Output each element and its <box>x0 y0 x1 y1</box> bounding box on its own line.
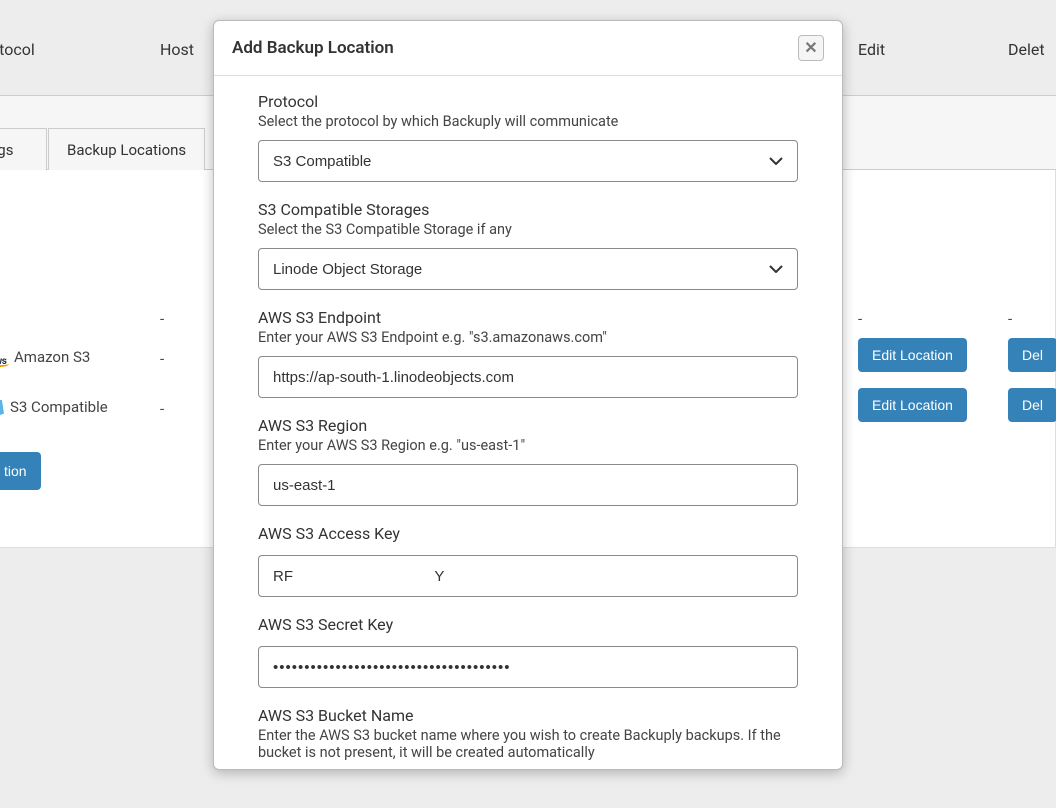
bucket-help: Enter the AWS S3 bucket name where you w… <box>258 727 798 761</box>
region-label: AWS S3 Region <box>258 416 798 435</box>
close-icon: ✕ <box>804 38 817 58</box>
endpoint-label: AWS S3 Endpoint <box>258 308 798 327</box>
protocol-select[interactable]: S3 Compatible <box>258 140 798 182</box>
field-accesskey: AWS S3 Access Key <box>214 518 842 609</box>
close-button[interactable]: ✕ <box>798 35 824 61</box>
modal-title: Add Backup Location <box>232 38 394 58</box>
field-bucket: AWS S3 Bucket Name Enter the AWS S3 buck… <box>214 700 842 769</box>
accesskey-input[interactable] <box>258 555 798 597</box>
storages-select[interactable]: Linode Object Storage <box>258 248 798 290</box>
accesskey-label: AWS S3 Access Key <box>258 524 798 543</box>
add-backup-location-modal: Add Backup Location ✕ Protocol Select th… <box>213 20 843 770</box>
protocol-help: Select the protocol by which Backuply wi… <box>258 113 798 130</box>
endpoint-input[interactable] <box>258 356 798 398</box>
modal-header: Add Backup Location ✕ <box>214 21 842 76</box>
region-input[interactable] <box>258 464 798 506</box>
modal-overlay: Add Backup Location ✕ Protocol Select th… <box>0 0 1056 808</box>
field-region: AWS S3 Region Enter your AWS S3 Region e… <box>214 410 842 518</box>
storages-help: Select the S3 Compatible Storage if any <box>258 221 798 238</box>
storages-label: S3 Compatible Storages <box>258 200 798 219</box>
secretkey-input[interactable] <box>258 646 798 688</box>
endpoint-help: Enter your AWS S3 Endpoint e.g. "s3.amaz… <box>258 329 798 346</box>
secretkey-label: AWS S3 Secret Key <box>258 615 798 634</box>
bucket-label: AWS S3 Bucket Name <box>258 706 798 725</box>
region-help: Enter your AWS S3 Region e.g. "us-east-1… <box>258 437 798 454</box>
field-endpoint: AWS S3 Endpoint Enter your AWS S3 Endpoi… <box>214 302 842 410</box>
field-storages: S3 Compatible Storages Select the S3 Com… <box>214 194 842 302</box>
field-protocol: Protocol Select the protocol by which Ba… <box>214 86 842 194</box>
protocol-label: Protocol <box>258 92 798 111</box>
field-secretkey: AWS S3 Secret Key <box>214 609 842 700</box>
modal-body[interactable]: Protocol Select the protocol by which Ba… <box>214 76 842 769</box>
